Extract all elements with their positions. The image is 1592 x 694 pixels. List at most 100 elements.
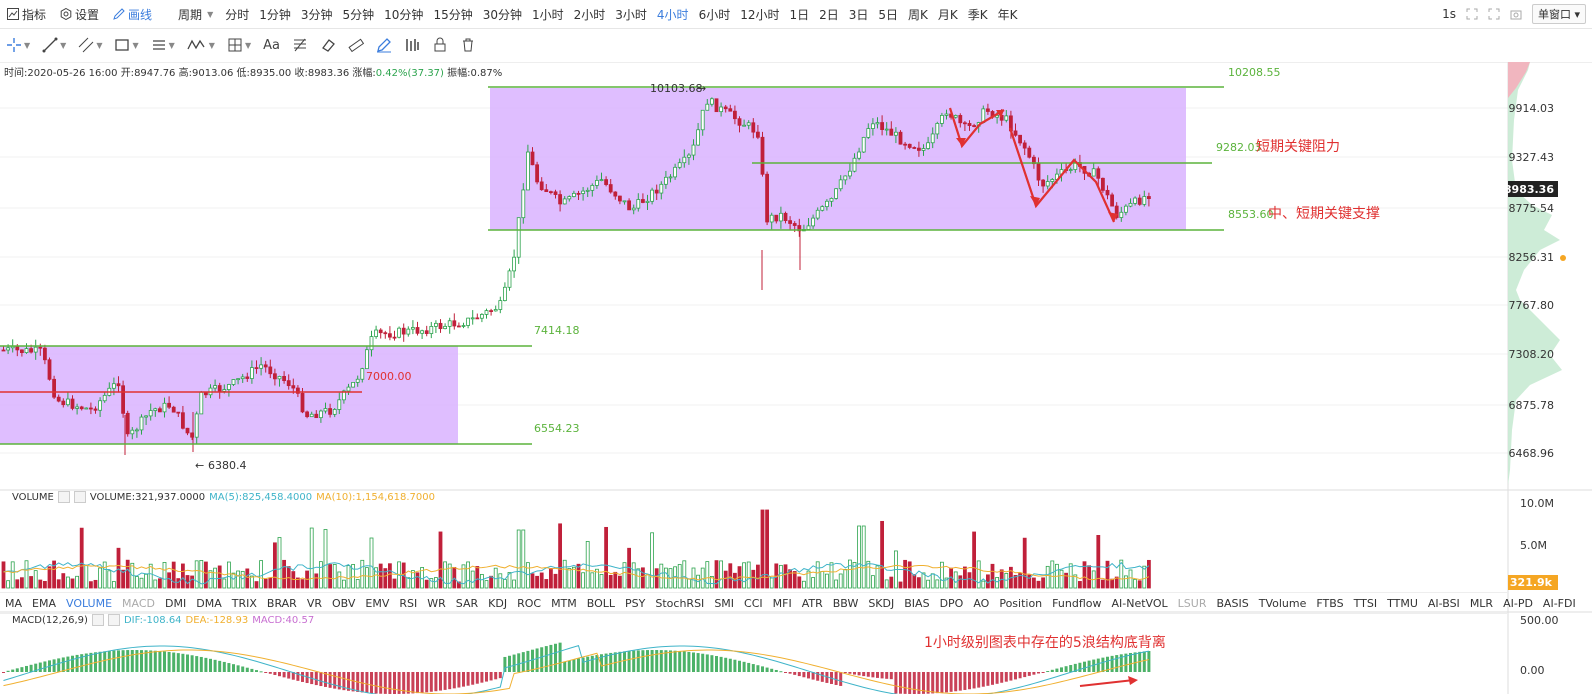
indicator-tab-17[interactable]: BOLL: [586, 596, 616, 610]
volume-ma10: MA(10):1,154,618.7000: [316, 491, 435, 503]
indicator-tab-22[interactable]: MFI: [772, 596, 792, 610]
period-12[interactable]: 12小时: [740, 7, 780, 22]
indicator-tab-24[interactable]: BBW: [832, 596, 859, 610]
macd-settings-icon[interactable]: [91, 614, 104, 626]
lock-tool[interactable]: [426, 28, 454, 62]
period-0[interactable]: 分时: [225, 7, 250, 22]
macd-bar: [287, 672, 291, 679]
indicator-tab-3[interactable]: MACD: [122, 596, 156, 610]
indicator-tab-16[interactable]: MTM: [551, 596, 577, 610]
wave-tool[interactable]: ▼: [181, 28, 221, 62]
indicator-tab-26[interactable]: BIAS: [904, 596, 930, 610]
indicator-tab-33[interactable]: BASIS: [1216, 596, 1249, 610]
ruler-tool[interactable]: [342, 28, 370, 62]
fullscreen-icon[interactable]: [1466, 8, 1478, 20]
indicator-tab-29[interactable]: Position: [999, 596, 1043, 610]
candle-body: [309, 413, 314, 418]
period-16[interactable]: 5日: [878, 7, 899, 22]
indicator-tab-4[interactable]: DMI: [165, 596, 187, 610]
indicator-tab-2[interactable]: VOLUME: [65, 596, 113, 610]
indicator-tab-1[interactable]: EMA: [32, 596, 56, 610]
indicator-tab-5[interactable]: DMA: [196, 596, 222, 610]
expand-icon[interactable]: [1488, 8, 1500, 20]
indicator-tab-14[interactable]: KDJ: [488, 596, 508, 610]
indicator-tab-40[interactable]: AI-PD: [1503, 596, 1533, 610]
period-19[interactable]: 季K: [967, 7, 988, 22]
period-6[interactable]: 30分钟: [482, 7, 522, 22]
volume-close-icon[interactable]: [73, 491, 86, 503]
indicator-tab-38[interactable]: AI-BSI: [1427, 596, 1460, 610]
draw-button[interactable]: 画线: [106, 6, 159, 23]
indicator-tab-19[interactable]: StochRSI: [655, 596, 705, 610]
indicator-tab-23[interactable]: ATR: [801, 596, 823, 610]
indicator-tab-34[interactable]: TVolume: [1258, 596, 1307, 610]
period-13[interactable]: 1日: [789, 7, 810, 22]
macd-close-icon[interactable]: [107, 614, 120, 626]
indicator-tab-21[interactable]: CCI: [744, 596, 763, 610]
rectangle-tool[interactable]: ▼: [108, 28, 144, 62]
eraser-tool[interactable]: [314, 28, 342, 62]
trend-line-tool[interactable]: ▼: [36, 28, 72, 62]
indicator-tab-37[interactable]: TTMU: [1387, 596, 1418, 610]
indicator-tab-41[interactable]: AI-FDI: [1542, 596, 1576, 610]
indicator-button[interactable]: 指标: [0, 6, 53, 23]
indicator-tab-39[interactable]: MLR: [1469, 596, 1494, 610]
indicator-tab-25[interactable]: SKDJ: [868, 596, 895, 610]
indicator-tab-8[interactable]: VR: [306, 596, 322, 610]
indicator-tab-28[interactable]: AO: [973, 596, 990, 610]
indicator-tab-13[interactable]: SAR: [455, 596, 479, 610]
macd-bar: [715, 656, 718, 672]
indicator-tab-31[interactable]: AI-NetVOL: [1111, 596, 1168, 610]
indicator-tab-12[interactable]: WR: [427, 596, 446, 610]
period-5[interactable]: 15分钟: [433, 7, 473, 22]
low-label: 低:: [236, 68, 250, 79]
period-15[interactable]: 3日: [848, 7, 869, 22]
period-14[interactable]: 2日: [819, 7, 839, 22]
window-mode-button[interactable]: 单窗口 ▾: [1531, 4, 1586, 24]
price-chart[interactable]: 10208.55 10103.68 → 9282.03 短期关键阻力 8553.…: [0, 62, 1592, 694]
period-18[interactable]: 月K: [937, 7, 958, 22]
volume-bar: [438, 531, 443, 589]
period-1[interactable]: 1分钟: [259, 7, 291, 22]
indicator-tab-15[interactable]: ROC: [517, 596, 542, 610]
measure-tool[interactable]: ▼: [221, 28, 257, 62]
horizontal-lines-tool[interactable]: ▼: [145, 28, 181, 62]
interval-selector[interactable]: 1s: [1442, 7, 1456, 21]
screenshot-icon[interactable]: [1510, 8, 1522, 20]
indicator-tab-0[interactable]: MA: [5, 596, 23, 610]
period-9[interactable]: 3小时: [615, 7, 647, 22]
indicator-tab-6[interactable]: TRIX: [231, 596, 257, 610]
bars-tool[interactable]: [398, 28, 426, 62]
indicator-tab-18[interactable]: PSY: [625, 596, 646, 610]
indicator-tab-20[interactable]: SMI: [714, 596, 735, 610]
crosshair-tool[interactable]: ▼: [0, 28, 36, 62]
indicator-tab-10[interactable]: EMV: [365, 596, 390, 610]
period-11[interactable]: 6小时: [698, 7, 731, 22]
period-dropdown[interactable]: 周期 ▼: [171, 6, 220, 23]
indicator-tab-27[interactable]: DPO: [939, 596, 964, 610]
indicator-tab-32[interactable]: LSUR: [1177, 596, 1207, 610]
indicator-tab-9[interactable]: OBV: [332, 596, 356, 610]
period-8[interactable]: 2小时: [573, 7, 606, 22]
macd-bar: [784, 672, 787, 673]
parallel-lines-tool[interactable]: ▼: [72, 28, 108, 62]
indicator-tab-36[interactable]: TTSI: [1353, 596, 1378, 610]
period-3[interactable]: 5分钟: [342, 7, 375, 22]
fib-tool[interactable]: [286, 28, 314, 62]
period-7[interactable]: 1小时: [532, 7, 564, 22]
indicator-tab-35[interactable]: FTBS: [1316, 596, 1344, 610]
period-4[interactable]: 10分钟: [384, 7, 424, 22]
pencil-tool[interactable]: [370, 28, 398, 62]
volume-bar: [1036, 580, 1041, 589]
indicator-tab-11[interactable]: RSI: [399, 596, 418, 610]
period-17[interactable]: 周K: [908, 7, 928, 22]
text-tool[interactable]: Aa: [257, 28, 286, 62]
indicator-tab-7[interactable]: BRAR: [266, 596, 297, 610]
trash-tool[interactable]: [454, 28, 482, 62]
period-2[interactable]: 3分钟: [300, 7, 333, 22]
period-10[interactable]: 4小时: [656, 7, 689, 22]
period-20[interactable]: 年K: [997, 7, 1018, 22]
settings-button[interactable]: 设置: [53, 6, 106, 23]
volume-settings-icon[interactable]: [57, 491, 70, 503]
indicator-tab-30[interactable]: Fundflow: [1052, 596, 1102, 610]
